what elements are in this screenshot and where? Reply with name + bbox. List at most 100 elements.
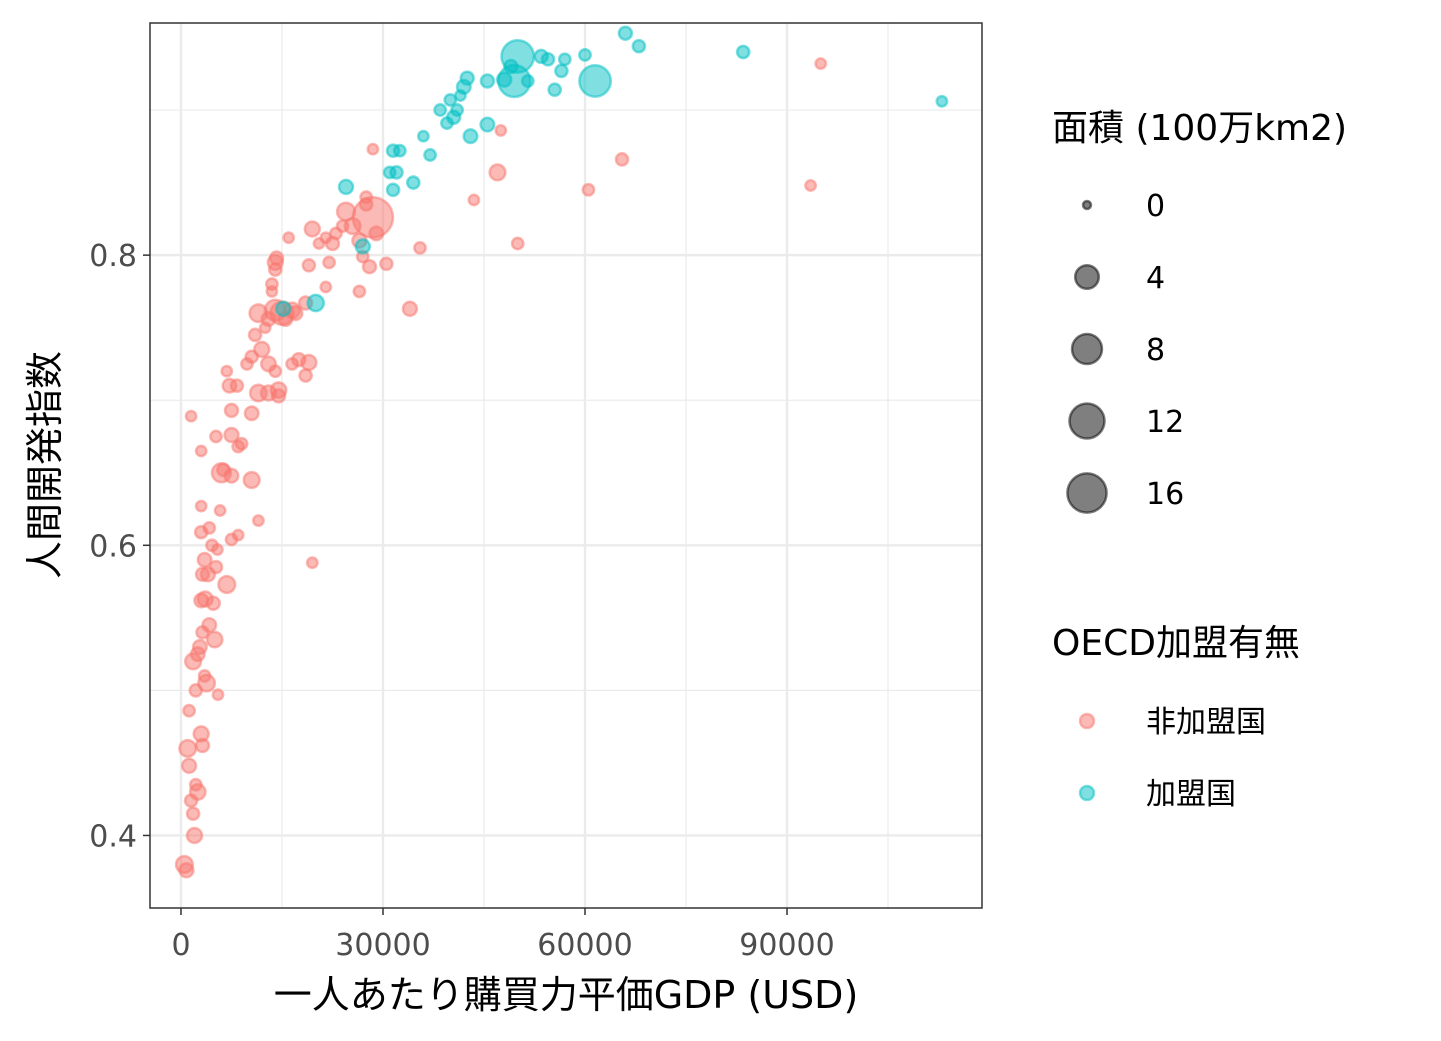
data-point xyxy=(231,528,245,542)
x-axis: 0 30000 60000 90000 xyxy=(171,908,835,963)
x-axis-title: 一人あたり購買力平価GDP (USD) xyxy=(274,973,859,1017)
minor-gridlines xyxy=(150,23,982,908)
data-point xyxy=(617,25,634,41)
data-point xyxy=(202,520,217,535)
major-gridlines xyxy=(150,23,982,908)
data-point xyxy=(220,364,234,378)
data-point xyxy=(405,175,421,190)
data-point xyxy=(459,70,475,86)
data-point xyxy=(413,240,427,255)
color-legend-title: OECD加盟有無 xyxy=(1052,623,1300,664)
data-point xyxy=(213,504,227,517)
data-point xyxy=(416,129,430,143)
data-point xyxy=(223,426,240,444)
color-legend-key xyxy=(1078,712,1096,730)
data-point xyxy=(354,238,372,255)
data-point xyxy=(322,255,337,270)
data-point xyxy=(205,630,224,649)
data-point xyxy=(557,52,572,67)
data-point xyxy=(282,231,296,245)
data-point xyxy=(433,103,448,117)
data-point xyxy=(382,165,397,180)
data-point xyxy=(614,152,630,167)
data-point xyxy=(324,235,341,252)
data-point xyxy=(305,556,319,570)
data-point xyxy=(229,378,245,394)
data-point xyxy=(205,595,222,612)
data-point xyxy=(211,688,225,702)
data-point xyxy=(631,38,647,54)
data-point xyxy=(306,293,326,313)
data-point xyxy=(194,444,208,458)
data-point xyxy=(351,196,395,239)
data-point xyxy=(359,190,374,205)
data-point xyxy=(185,806,201,822)
size-legend-key xyxy=(1070,332,1104,366)
data-point xyxy=(301,257,317,273)
data-point xyxy=(210,543,224,557)
data-point xyxy=(366,142,380,156)
data-point xyxy=(379,256,394,272)
color-legend-key xyxy=(1078,784,1096,802)
data-point xyxy=(243,405,260,422)
size-legend-key xyxy=(1073,263,1101,291)
data-point xyxy=(242,470,261,490)
size-legend-label: 8 xyxy=(1146,333,1165,368)
data-point xyxy=(194,499,208,513)
data-point xyxy=(253,340,271,359)
data-point xyxy=(216,462,231,478)
data-point xyxy=(337,178,355,196)
data-point xyxy=(178,738,198,758)
data-point xyxy=(735,44,751,60)
size-legend-key xyxy=(1081,199,1093,211)
data-point xyxy=(578,47,592,62)
data-point xyxy=(300,353,318,372)
data-points xyxy=(174,25,949,879)
data-point xyxy=(423,148,438,162)
data-point xyxy=(185,826,204,845)
size-legend-label: 12 xyxy=(1146,405,1184,440)
data-point xyxy=(196,551,213,568)
data-point xyxy=(385,182,401,198)
data-point xyxy=(401,300,419,318)
data-point xyxy=(184,409,198,423)
data-point xyxy=(178,862,195,879)
size-legend-label: 0 xyxy=(1146,189,1165,224)
data-point xyxy=(319,280,333,294)
size-legend-key xyxy=(1066,472,1108,514)
data-point xyxy=(267,262,283,277)
data-point xyxy=(217,574,237,595)
data-point xyxy=(935,94,949,108)
data-point xyxy=(201,617,218,634)
data-point xyxy=(303,220,322,238)
data-point xyxy=(251,514,265,528)
data-point xyxy=(488,163,507,182)
data-point xyxy=(494,123,508,137)
x-tick-label: 90000 xyxy=(739,928,834,963)
y-tick-label: 0.6 xyxy=(89,529,137,564)
data-point xyxy=(268,364,283,379)
y-axis-title: 人間開発指数 xyxy=(23,351,67,579)
data-point xyxy=(581,182,596,197)
size-legend-keys: 0 4 8 12 16 xyxy=(1066,189,1184,514)
data-point xyxy=(189,646,206,663)
size-legend-label: 16 xyxy=(1146,477,1184,512)
data-point xyxy=(234,436,249,451)
data-point xyxy=(312,237,326,250)
plot-panel xyxy=(150,23,982,908)
series-member xyxy=(275,25,949,318)
data-point xyxy=(520,74,535,88)
data-point xyxy=(479,73,496,89)
data-point xyxy=(361,258,378,275)
x-tick-label: 0 xyxy=(171,928,190,963)
size-legend-title: 面積 (100万km2) xyxy=(1052,108,1347,149)
data-point xyxy=(392,143,407,158)
x-tick-label: 30000 xyxy=(335,928,430,963)
data-point xyxy=(510,236,525,251)
data-point xyxy=(467,193,481,207)
y-tick-label: 0.4 xyxy=(89,819,137,854)
color-legend-label: 加盟国 xyxy=(1146,777,1236,812)
y-tick-label: 0.8 xyxy=(89,239,137,274)
